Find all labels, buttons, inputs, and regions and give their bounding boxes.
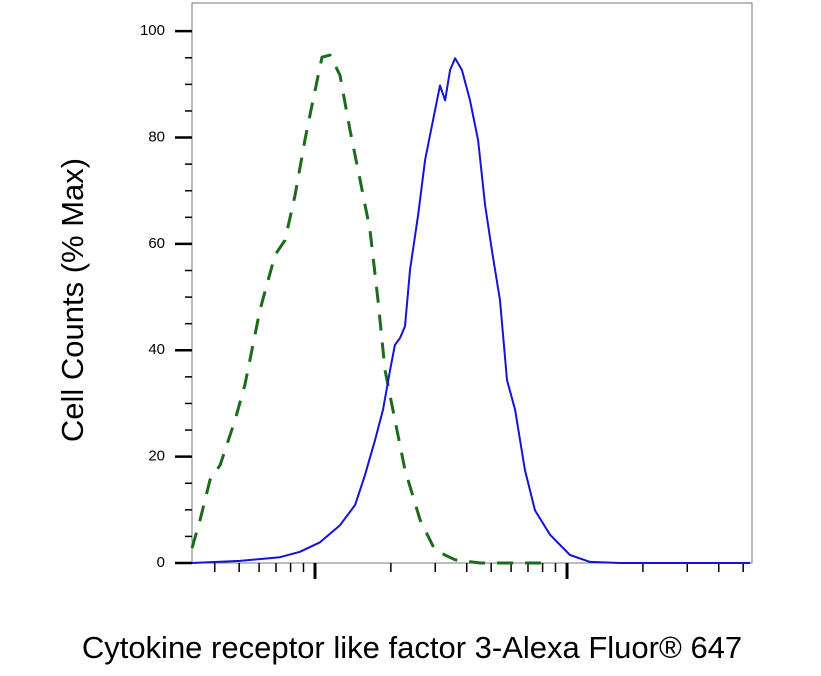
- y-tick-label: 100: [140, 22, 165, 39]
- y-tick-label: 20: [148, 448, 165, 465]
- histogram-line: [191, 57, 750, 564]
- x-axis-label: Cytokine receptor like factor 3-Alexa Fl…: [82, 630, 742, 665]
- y-axis-label: Cell Counts (% Max): [55, 158, 90, 442]
- plot-frame: [191, 2, 753, 564]
- y-tick-label: 60: [148, 235, 165, 252]
- y-tick-label: 40: [148, 341, 165, 358]
- histogram-line: [190, 53, 551, 565]
- y-tick-label: 0: [157, 554, 165, 571]
- y-tick-label: 80: [148, 129, 165, 146]
